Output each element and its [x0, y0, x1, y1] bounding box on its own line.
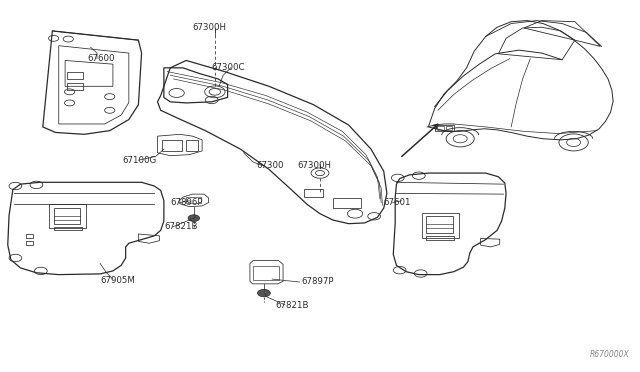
Bar [422, 212, 459, 238]
Text: 67821B: 67821B [164, 222, 197, 231]
Bar [26, 234, 33, 238]
Bar [333, 198, 362, 208]
Bar [426, 216, 453, 233]
Bar [67, 72, 83, 79]
Bar [446, 126, 452, 130]
Bar [186, 197, 202, 203]
Circle shape [257, 289, 270, 297]
Bar [26, 241, 33, 245]
Text: R670000X: R670000X [589, 350, 629, 359]
Text: 67600: 67600 [88, 54, 115, 63]
Text: 67897P: 67897P [301, 278, 333, 286]
Bar [304, 189, 323, 197]
Bar [162, 140, 182, 151]
Bar [426, 236, 454, 240]
Bar [186, 140, 198, 151]
Text: 67821B: 67821B [275, 301, 309, 311]
Text: 67100G: 67100G [122, 155, 157, 165]
Text: 67896P: 67896P [170, 198, 203, 207]
Text: 67300: 67300 [256, 161, 284, 170]
Bar [54, 208, 81, 224]
Text: 67601: 67601 [384, 198, 412, 207]
Text: 67300H: 67300H [193, 23, 227, 32]
Text: 67905M: 67905M [100, 276, 135, 285]
Circle shape [188, 215, 200, 221]
Text: 67300H: 67300H [298, 161, 332, 170]
Bar [54, 227, 82, 230]
Bar [49, 205, 86, 228]
Text: 67300C: 67300C [212, 63, 245, 72]
Bar [253, 266, 278, 280]
Bar [67, 83, 83, 90]
Bar [436, 126, 444, 130]
